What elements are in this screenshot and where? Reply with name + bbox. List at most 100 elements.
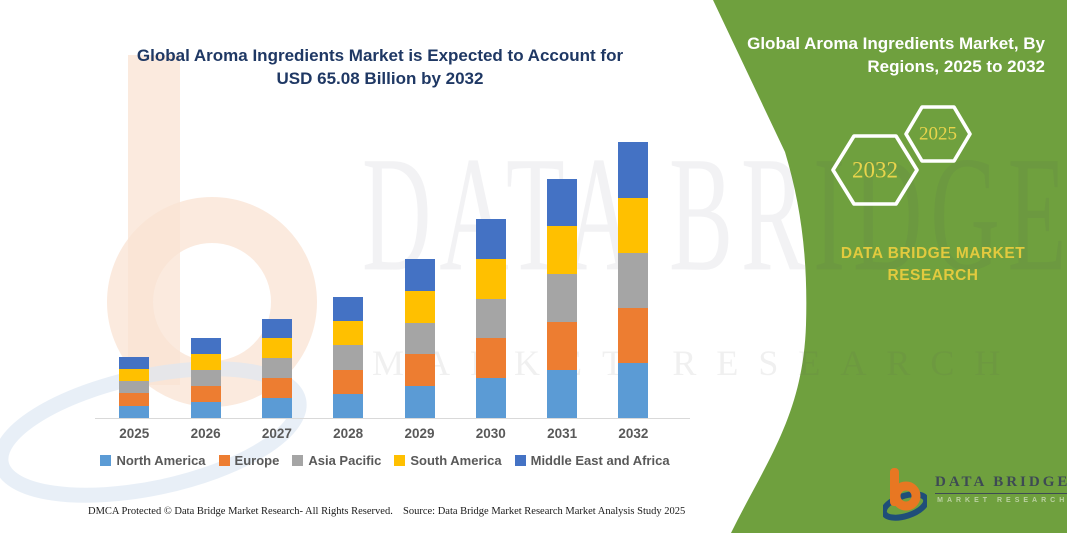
hexagon-2025-label: 2025 [919, 124, 957, 145]
chart-title-line1: Global Aroma Ingredients Market is Expec… [136, 46, 624, 65]
bar-2031 [547, 178, 578, 418]
logo-text-column: DATA BRIDGE MARKET RESEARCH [935, 474, 1067, 504]
bar-segment-south-america [618, 197, 649, 253]
legend-item-middle-east-and-africa: Middle East and Africa [514, 453, 670, 468]
bar-2025 [119, 356, 150, 418]
bar-segment-europe [119, 393, 150, 406]
logo-orange-bowl [891, 481, 921, 511]
bar-segment-europe [475, 338, 506, 379]
bar-2029 [404, 259, 435, 418]
x-axis-label-2029: 2029 [404, 426, 435, 441]
bar-segment-europe [618, 307, 649, 363]
legend-swatch-icon [514, 455, 526, 466]
bar-segment-north-america [475, 378, 506, 418]
legend-swatch-icon [100, 455, 112, 466]
legend-label: North America [116, 453, 206, 468]
bar-segment-middle-east-and-africa [475, 219, 506, 259]
brand-text: DATA BRIDGE MARKET RESEARCH [807, 243, 1059, 288]
legend-item-asia-pacific: Asia Pacific [292, 453, 381, 468]
legend-item-south-america: South America [394, 453, 502, 468]
bar-2030 [475, 219, 506, 418]
bar-segment-south-america [333, 321, 364, 346]
bar-segment-asia-pacific [475, 298, 506, 339]
bar-segment-asia-pacific [404, 322, 435, 355]
x-axis-label-2030: 2030 [475, 426, 506, 441]
hexagon-2025 [904, 105, 972, 163]
bar-segment-europe [404, 354, 435, 387]
watermark-swoosh [0, 361, 307, 503]
bar-segment-europe [190, 385, 221, 402]
hexagon-2032 [831, 134, 919, 206]
bar-segment-asia-pacific [190, 369, 221, 386]
bar-segment-middle-east-and-africa [119, 356, 150, 369]
logo-blue-swoosh [883, 491, 927, 521]
chart-title-line2: USD 65.08 Billion by 2032 [276, 69, 484, 89]
bar-segment-south-america [261, 338, 292, 359]
bar-segment-north-america [547, 370, 578, 418]
legend-label: Middle East and Africa [530, 453, 670, 468]
watermark-b-bowl [107, 197, 317, 407]
bar-segment-south-america [404, 290, 435, 323]
bar-segment-middle-east-and-africa [190, 337, 221, 354]
x-axis-label-2026: 2026 [190, 426, 221, 441]
brand-text-line1: DATA BRIDGE MARKET [840, 245, 1026, 262]
footer-copyright: DMCA Protected © Data Bridge Market Rese… [88, 506, 393, 517]
brand-text-line2: RESEARCH [887, 267, 979, 285]
bar-segment-middle-east-and-africa [404, 259, 435, 291]
panel-title: Global Aroma Ingredients Market, By Regi… [735, 33, 1045, 79]
bar-segment-middle-east-and-africa [333, 297, 364, 322]
bar-segment-south-america [190, 353, 221, 370]
legend-label: Asia Pacific [308, 453, 382, 468]
x-axis-label-2028: 2028 [333, 426, 364, 441]
x-axis-label-2031: 2031 [547, 426, 578, 441]
bar-segment-europe [261, 378, 292, 399]
bar-segment-asia-pacific [261, 358, 292, 379]
bar-segment-north-america [190, 401, 221, 418]
plot-area [95, 120, 690, 419]
bar-segment-north-america [261, 398, 292, 418]
bar-segment-middle-east-and-africa [618, 142, 649, 198]
panel-title-line2: Regions, 2025 to 2032 [867, 56, 1045, 76]
legend-swatch-icon [218, 455, 230, 466]
bar-2028 [333, 297, 364, 418]
bar-2027 [261, 318, 292, 418]
bar-segment-middle-east-and-africa [547, 178, 578, 227]
legend-item-europe: Europe [218, 453, 280, 468]
legend-swatch-icon [292, 455, 304, 466]
footer-source: Source: Data Bridge Market Research Mark… [403, 506, 686, 517]
bar-segment-asia-pacific [618, 252, 649, 308]
company-logo: DATA BRIDGE MARKET RESEARCH [883, 466, 1067, 522]
bar-segment-south-america [547, 226, 578, 275]
bar-2026 [190, 337, 221, 418]
legend-swatch-icon [394, 455, 406, 466]
bar-segment-north-america [618, 362, 649, 418]
panel-title-line1: Global Aroma Ingredients Market, By [747, 34, 1045, 53]
bar-2032 [618, 142, 649, 418]
bar-segment-europe [333, 369, 364, 394]
bar-segment-asia-pacific [119, 381, 150, 394]
logo-subtext: MARKET RESEARCH [937, 497, 1067, 504]
bar-segment-europe [547, 322, 578, 371]
legend-label: Europe [234, 453, 280, 468]
bar-segment-asia-pacific [333, 345, 364, 370]
bar-segment-north-america [119, 405, 150, 418]
bar-segment-asia-pacific [547, 274, 578, 323]
watermark-text-row2: MARKET RESEARCH [372, 343, 1021, 383]
bar-segment-south-america [119, 368, 150, 382]
chart-title: Global Aroma Ingredients Market is Expec… [70, 44, 690, 91]
hexagon-2032-label: 2032 [852, 158, 898, 183]
hexagon-graphic: 2032 2025 [831, 105, 972, 206]
legend-label: South America [410, 453, 502, 468]
logo-orange-stem [890, 468, 899, 506]
bar-segment-middle-east-and-africa [261, 318, 292, 339]
x-axis: 2025 2026 2027 2028 2029 2030 2031 2032 [95, 426, 690, 446]
green-panel-shape [713, 0, 1067, 533]
bar-segment-north-america [404, 386, 435, 418]
peach-logo-watermark [0, 55, 317, 503]
watermark-b-stem [128, 55, 180, 385]
bar-segment-north-america [333, 393, 364, 418]
